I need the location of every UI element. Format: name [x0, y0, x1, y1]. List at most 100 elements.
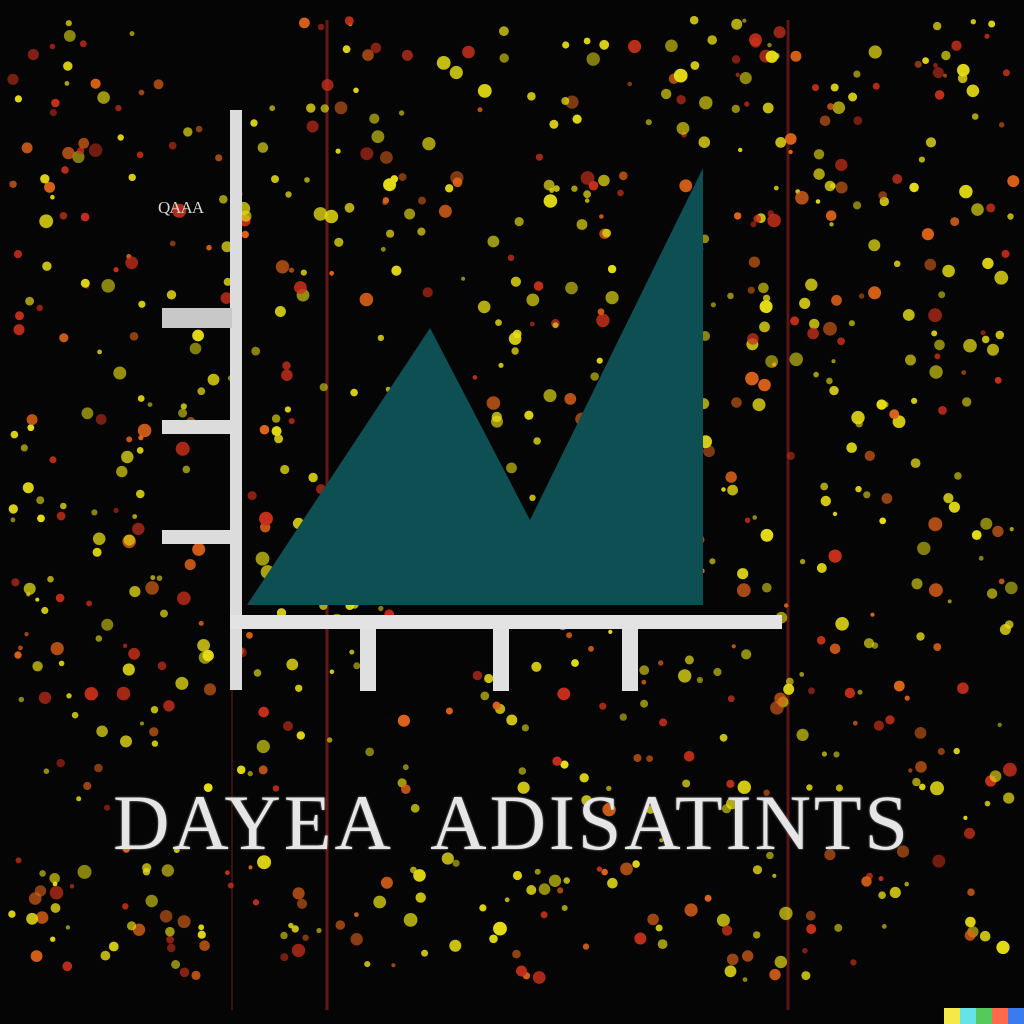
confetti-dot	[641, 679, 647, 685]
confetti-dot	[364, 961, 371, 968]
confetti-dot	[917, 541, 931, 556]
confetti-dot	[113, 507, 119, 513]
confetti-dot	[192, 329, 205, 342]
confetti-dot	[62, 961, 73, 972]
confetti-dot	[553, 185, 560, 192]
confetti-dot	[831, 294, 842, 306]
confetti-dot	[149, 727, 159, 737]
confetti-dot	[596, 313, 610, 328]
confetti-dot	[971, 530, 982, 540]
confetti-dot	[398, 173, 407, 182]
confetti-dot	[584, 198, 590, 203]
confetti-dot	[835, 181, 848, 194]
confetti-dot	[921, 228, 935, 241]
confetti-dot	[445, 184, 454, 193]
confetti-dot	[726, 779, 735, 789]
confetti-dot	[10, 430, 19, 439]
confetti-dot	[360, 147, 374, 161]
confetti-dot	[760, 528, 774, 542]
confetti-dot	[380, 151, 393, 164]
confetti-dot	[632, 860, 640, 868]
confetti-dot	[995, 330, 1005, 340]
confetti-dot	[160, 609, 168, 618]
confetti-dot	[116, 465, 128, 478]
confetti-dot	[825, 210, 837, 221]
confetti-dot	[848, 92, 858, 102]
confetti-dot	[617, 189, 624, 197]
confetti-dot	[173, 847, 180, 853]
confetti-dot	[722, 804, 732, 814]
confetti-dot	[937, 747, 945, 756]
confetti-dot	[335, 920, 346, 930]
confetti-dot	[21, 142, 33, 154]
confetti-dot	[95, 414, 107, 425]
confetti-dot	[758, 282, 769, 294]
confetti-dot	[571, 185, 578, 192]
chart-axes	[162, 110, 782, 691]
confetti-dot	[789, 352, 803, 367]
confetti-dot	[833, 751, 840, 758]
confetti-dot	[445, 707, 453, 715]
confetti-dot	[219, 195, 228, 204]
confetti-dot	[640, 699, 649, 708]
confetti-dot	[620, 862, 633, 876]
confetti-dot	[799, 672, 805, 677]
confetti-dot	[905, 354, 916, 366]
confetti-dot	[724, 965, 737, 978]
watermark-swatch	[944, 1008, 960, 1024]
confetti-dot	[9, 180, 17, 188]
confetti-dot	[321, 79, 334, 91]
confetti-dot	[858, 293, 865, 299]
confetti-dot	[954, 472, 962, 480]
confetti-dot	[535, 153, 544, 161]
confetti-dot	[316, 927, 322, 934]
confetti-dot	[14, 651, 22, 659]
confetti-dot	[80, 212, 90, 222]
confetti-dot	[101, 618, 114, 631]
confetti-dot	[27, 424, 35, 432]
confetti-dot	[915, 761, 927, 773]
confetti-dot	[401, 49, 413, 61]
confetti-dot	[878, 891, 886, 899]
confetti-dot	[20, 444, 28, 452]
confetti-dot	[893, 260, 901, 268]
confetti-dot	[271, 414, 281, 423]
confetti-dot	[275, 260, 290, 274]
confetti-dot	[878, 876, 884, 882]
confetti-dot	[763, 789, 770, 796]
confetti-dot	[819, 115, 831, 127]
confetti-dot	[868, 239, 881, 252]
confetti-dot	[138, 300, 146, 308]
confetti-dot	[320, 104, 329, 113]
confetti-dot	[788, 149, 793, 155]
confetti-dot	[868, 286, 882, 300]
confetti-dot	[725, 471, 737, 483]
confetti-dot	[390, 175, 399, 183]
confetti-dot	[81, 407, 94, 420]
confetti-dot	[253, 669, 262, 677]
confetti-dot	[986, 203, 996, 213]
confetti-dot	[785, 133, 797, 145]
confetti-dot	[783, 683, 795, 695]
confetti-dot	[1007, 213, 1014, 220]
confetti-dot	[963, 815, 968, 821]
confetti-dot	[117, 134, 124, 141]
confetti-dot	[996, 940, 1010, 955]
confetti-dot	[947, 599, 952, 604]
confetti-dot	[78, 137, 90, 149]
confetti-dot	[259, 424, 270, 435]
confetti-dot	[349, 649, 355, 655]
confetti-dot	[369, 113, 380, 124]
confetti-dot	[138, 435, 144, 441]
confetti-dot	[601, 868, 608, 876]
confetti-dot	[199, 940, 210, 951]
confetti-dot	[59, 333, 69, 343]
confetti-dot	[534, 868, 541, 875]
confetti-dot	[526, 293, 540, 307]
confetti-dot	[342, 45, 351, 54]
confetti-dot	[27, 49, 39, 61]
confetti-dot	[145, 581, 159, 595]
confetti-dot	[41, 606, 49, 615]
confetti-dot	[737, 568, 749, 580]
confetti-dot	[586, 52, 600, 66]
